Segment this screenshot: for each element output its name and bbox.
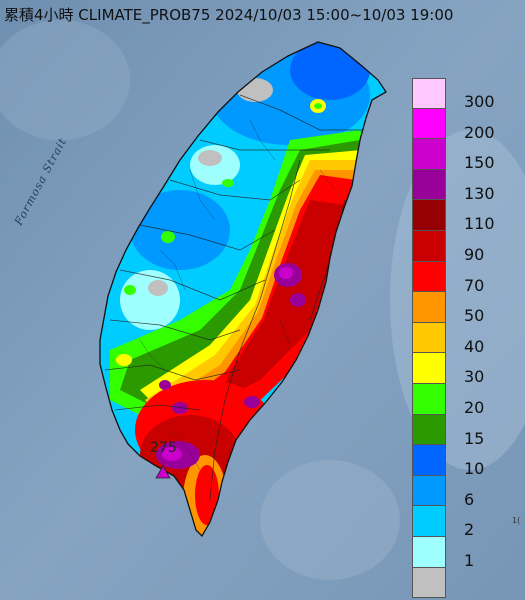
legend-row: 6 bbox=[412, 475, 510, 509]
legend-label: 15 bbox=[464, 428, 485, 448]
legend-row: 110 bbox=[412, 200, 510, 234]
legend-label: 110 bbox=[464, 214, 495, 234]
legend-label: 90 bbox=[464, 244, 485, 264]
legend-label: 50 bbox=[464, 306, 485, 326]
legend-swatch bbox=[412, 108, 446, 140]
legend-label: 40 bbox=[464, 336, 485, 356]
legend-row: 15 bbox=[412, 414, 510, 448]
legend-label: 70 bbox=[464, 275, 485, 295]
legend-label: 2 bbox=[464, 520, 475, 540]
legend-swatch bbox=[412, 536, 446, 568]
legend-swatch bbox=[412, 200, 446, 231]
map-title: 累積4小時 CLIMATE_PROB75 2024/10/03 15:00~10… bbox=[4, 6, 454, 24]
legend-swatch bbox=[412, 230, 446, 262]
peak-marker bbox=[155, 465, 171, 479]
legend-label: 200 bbox=[464, 122, 495, 142]
legend-label: 20 bbox=[464, 397, 485, 417]
legend-swatch bbox=[412, 169, 446, 201]
legend-row: 200 bbox=[412, 108, 510, 142]
legend-label: 300 bbox=[464, 92, 495, 111]
legend-swatch bbox=[412, 445, 446, 476]
legend-swatch bbox=[412, 353, 446, 384]
edge-text-fragment: 1( bbox=[512, 516, 521, 525]
legend-swatch bbox=[412, 383, 446, 415]
legend-swatch bbox=[412, 139, 446, 170]
legend-row: 300 bbox=[412, 78, 510, 111]
legend-row: 130 bbox=[412, 169, 510, 203]
legend-label: 10 bbox=[464, 459, 485, 479]
legend-swatch bbox=[412, 567, 446, 599]
legend-row: 70 bbox=[412, 261, 510, 295]
peak-value-label: 275 bbox=[150, 440, 177, 456]
legend-swatch bbox=[412, 475, 446, 507]
rainfall-legend: 300 200 150 130 110 90 70 50 40 30 20 15 10 6 2 1 bbox=[412, 78, 510, 599]
legend-swatch bbox=[412, 414, 446, 446]
legend-label: 130 bbox=[464, 183, 495, 203]
legend-row bbox=[412, 567, 510, 599]
legend-row: 10 bbox=[412, 445, 510, 479]
legend-swatch bbox=[412, 322, 446, 354]
legend-swatch bbox=[412, 292, 446, 323]
legend-label: 1 bbox=[464, 550, 475, 570]
legend-swatch bbox=[412, 506, 446, 537]
legend-swatch bbox=[412, 78, 446, 109]
legend-row: 150 bbox=[412, 139, 510, 173]
legend-label: 30 bbox=[464, 367, 485, 387]
legend-row: 1 bbox=[412, 536, 510, 570]
legend-row: 20 bbox=[412, 383, 510, 417]
legend-row: 50 bbox=[412, 292, 510, 326]
legend-label: 150 bbox=[464, 153, 495, 173]
legend-row: 2 bbox=[412, 506, 510, 540]
legend-swatch bbox=[412, 261, 446, 293]
legend-row: 30 bbox=[412, 353, 510, 387]
legend-row: 90 bbox=[412, 230, 510, 264]
legend-row: 40 bbox=[412, 322, 510, 356]
legend-label: 6 bbox=[464, 489, 475, 509]
